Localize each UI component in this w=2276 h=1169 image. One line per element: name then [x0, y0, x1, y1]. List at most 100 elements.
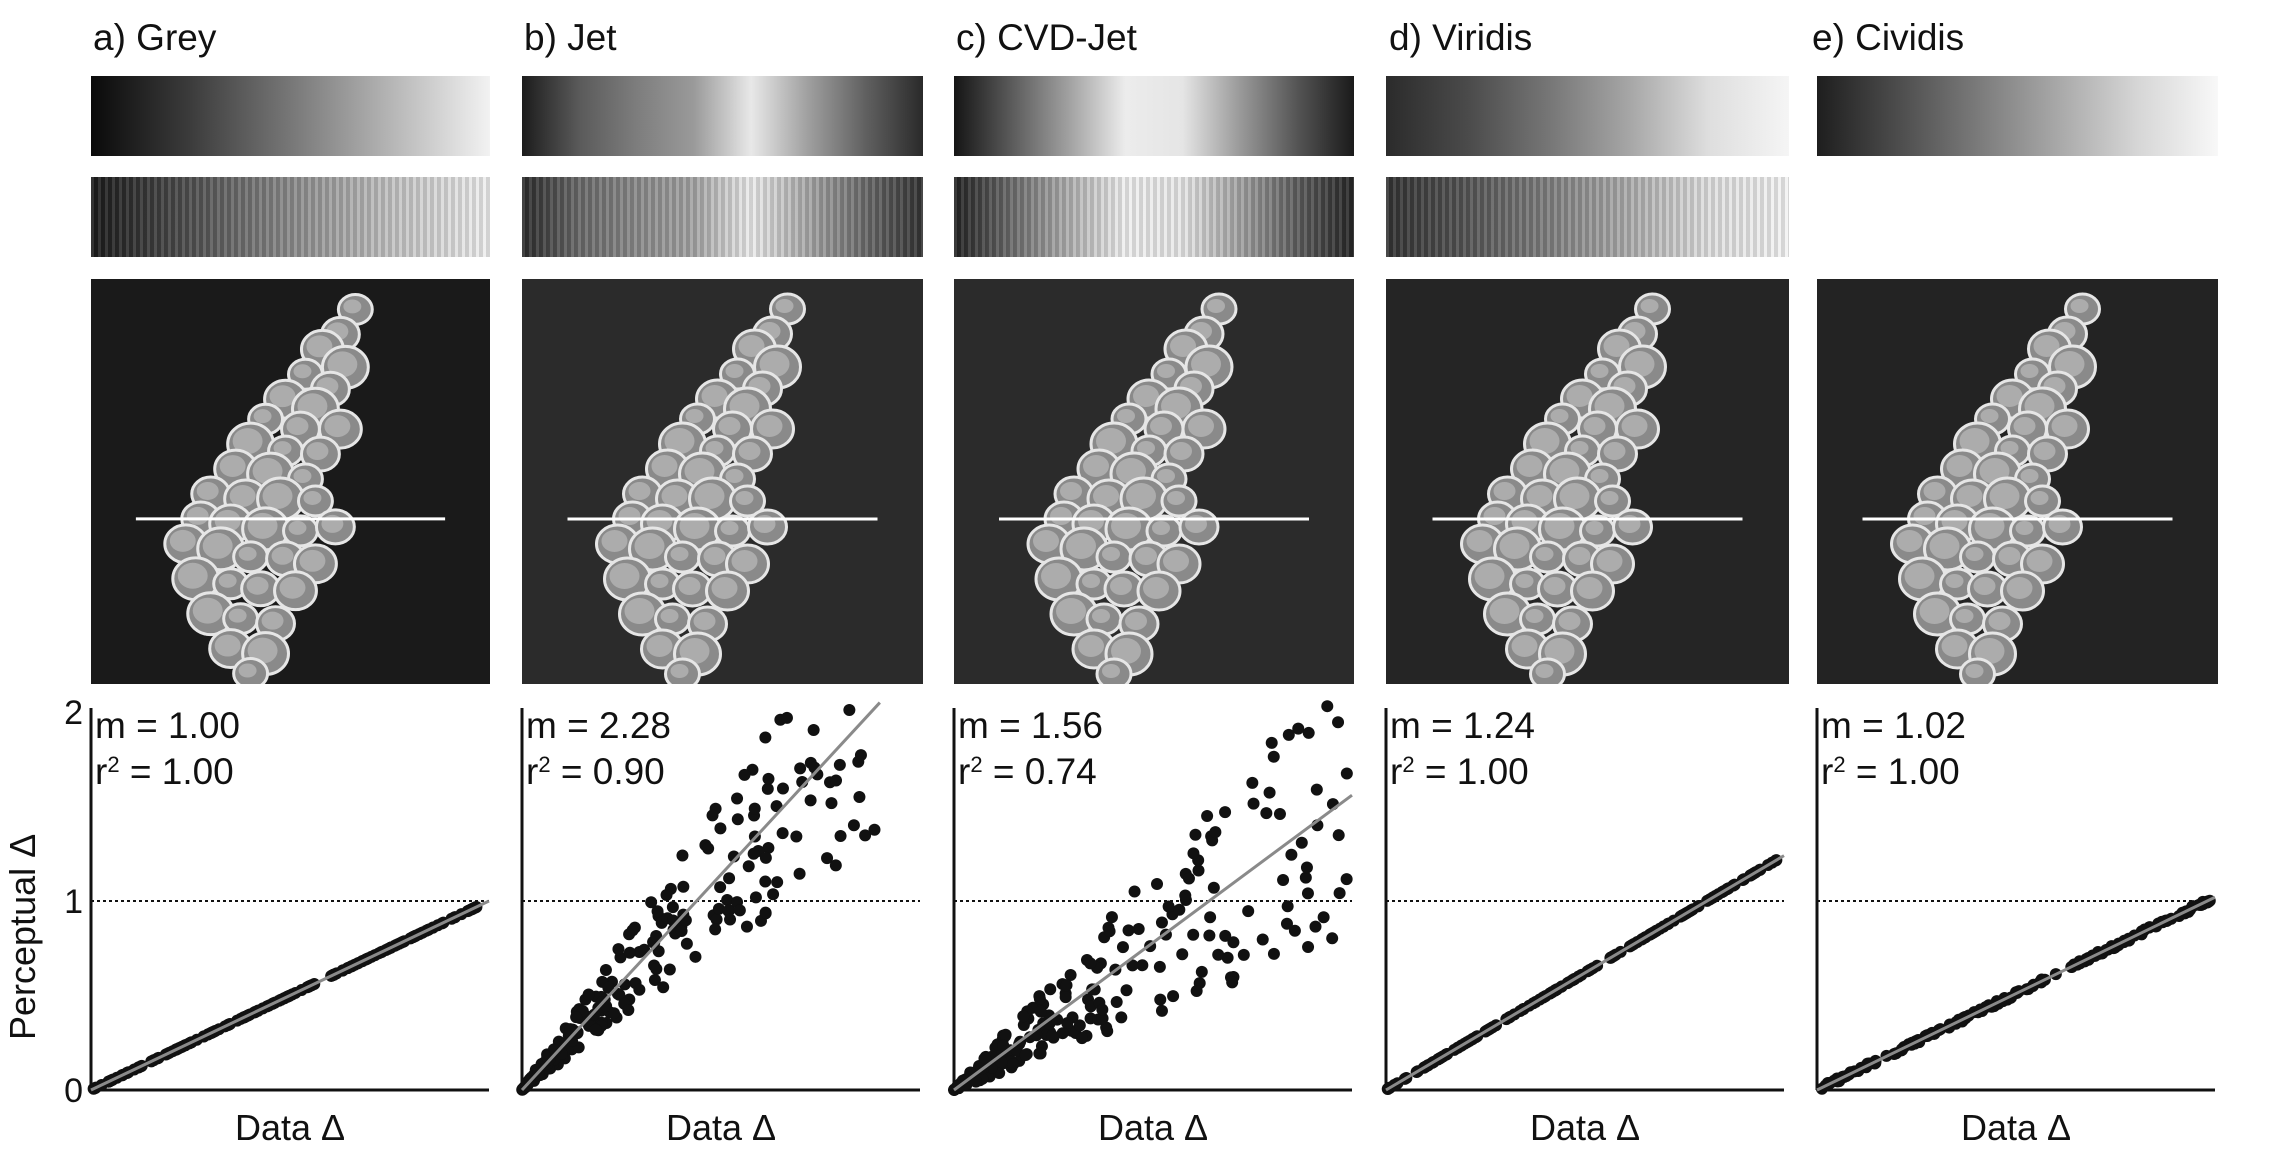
r2-label: r2 = 1.00 — [1390, 751, 1529, 792]
data-point — [759, 875, 772, 888]
data-point — [868, 823, 881, 836]
data-point — [588, 1008, 601, 1021]
cell-highlight — [246, 576, 269, 595]
data-point — [731, 792, 744, 805]
slope-label: m = 2.28 — [526, 705, 671, 746]
cell-highlight — [327, 351, 358, 378]
cell-highlight — [624, 598, 655, 624]
x-axis-label: Data Δ — [1530, 1107, 1640, 1148]
data-point — [1302, 941, 1315, 954]
data-point — [1044, 983, 1057, 996]
data-point — [1317, 911, 1330, 924]
data-point — [589, 1023, 602, 1036]
data-point — [1061, 1017, 1074, 1030]
data-point — [1155, 1004, 1168, 1017]
cell-highlight — [756, 415, 783, 437]
cell-highlight — [703, 547, 726, 565]
data-point — [1034, 1005, 1047, 1018]
data-point — [714, 881, 727, 894]
cell-highlight — [262, 482, 293, 509]
cell-highlight — [1466, 530, 1493, 552]
data-point — [733, 904, 746, 917]
cell-highlight — [196, 481, 219, 500]
data-point — [650, 929, 663, 942]
cell-highlight — [247, 512, 278, 539]
cell-highlight — [1041, 563, 1071, 589]
cell-highlight — [2030, 491, 2049, 505]
cell-highlight — [1083, 455, 1109, 477]
cell-highlight — [2026, 550, 2053, 572]
cell-highlight — [720, 521, 739, 535]
cell-highlight — [299, 549, 326, 572]
cell-highlight — [1056, 598, 1086, 624]
cell-highlight — [1092, 609, 1110, 623]
cell-highlight — [1621, 415, 1648, 437]
data-point — [1321, 700, 1334, 713]
data-point — [749, 891, 762, 904]
cell-highlight — [1033, 530, 1059, 552]
cell-highlight — [601, 530, 628, 552]
data-point — [1221, 951, 1234, 964]
cell-highlight — [1583, 417, 1606, 435]
data-point — [1105, 911, 1118, 924]
cell-highlight — [1125, 612, 1147, 630]
micrograph-svg — [1862, 292, 2173, 684]
cell-highlight — [1988, 612, 2011, 630]
cell-highlight — [1543, 577, 1566, 595]
data-point — [761, 782, 774, 795]
data-point — [712, 902, 725, 915]
micrograph-cividis — [1817, 279, 2218, 684]
data-point — [1273, 807, 1286, 820]
cell-highlight — [678, 577, 701, 595]
data-point — [677, 880, 690, 893]
data-point — [612, 943, 625, 956]
cell-highlight — [1989, 483, 2020, 509]
cell-highlight — [2006, 577, 2033, 599]
cell-highlight — [279, 576, 306, 599]
scatter-svg: m = 2.28 r2 = 0.90 Data Δ — [516, 701, 920, 1148]
data-point — [1280, 917, 1293, 930]
micrograph-svg — [135, 292, 446, 684]
colorbar-cvd-jet-cvd — [954, 177, 1354, 257]
cell-highlight — [1544, 638, 1575, 664]
data-point — [1310, 783, 1323, 796]
cell-highlight — [1973, 577, 1996, 595]
cell-highlight — [1093, 485, 1119, 507]
data-point — [1033, 993, 1046, 1006]
cell-highlight — [685, 409, 704, 423]
scatter-svg: m = 1.24 r2 = 1.00 Data Δ — [1381, 705, 1785, 1148]
cell-highlight — [759, 351, 790, 377]
data-point — [666, 901, 679, 914]
cell-highlight — [1111, 513, 1141, 539]
cell-highlight — [1956, 485, 1983, 507]
data-point — [651, 905, 664, 918]
cell-highlight — [288, 520, 307, 535]
scatter-plot-jet: m = 2.28 r2 = 0.90 Data Δ — [510, 700, 935, 1169]
data-point — [1122, 924, 1135, 937]
micrograph-svg — [1432, 292, 1743, 684]
data-point — [1153, 960, 1166, 973]
data-point — [1292, 722, 1305, 735]
data-point — [1285, 848, 1298, 861]
data-point — [660, 889, 673, 902]
cell-highlight — [1959, 428, 1990, 454]
data-point — [599, 963, 612, 976]
cell-highlight — [701, 385, 728, 407]
data-point — [1034, 1047, 1047, 1060]
data-point — [613, 988, 626, 1001]
data-point — [793, 867, 806, 880]
cell-highlight — [738, 442, 761, 460]
cell-highlight — [2070, 299, 2089, 313]
x-axis-label: Data Δ — [1961, 1107, 2071, 1148]
cell-highlight — [1078, 510, 1104, 532]
cell-highlight — [324, 415, 351, 438]
data-point — [1128, 885, 1141, 898]
data-point — [1182, 872, 1195, 885]
data-point — [979, 1052, 992, 1065]
data-point — [740, 920, 753, 933]
data-point — [1046, 1029, 1059, 1042]
cell-highlight — [261, 611, 284, 630]
data-point — [1201, 809, 1214, 822]
data-point — [969, 1075, 982, 1088]
data-point — [723, 872, 736, 885]
